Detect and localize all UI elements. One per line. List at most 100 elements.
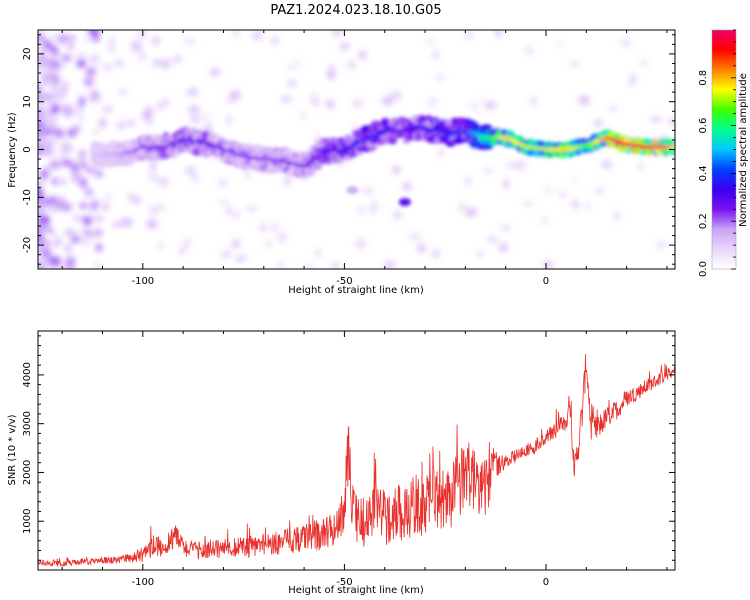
x-tick-label: 0	[543, 276, 549, 287]
spectrogram-speckle	[74, 215, 81, 222]
spectrogram-speckle	[668, 118, 675, 125]
spectrogram-speckle	[38, 149, 42, 157]
y-tick-label: 2000	[22, 460, 33, 485]
x-tick-label: 0	[543, 577, 549, 588]
spectrogram-speckle	[495, 30, 502, 37]
spectrogram-speckle	[127, 193, 134, 201]
spectrogram-speckle	[137, 30, 147, 39]
x-tick-label: -50	[336, 276, 352, 287]
spectrogram-speckle	[58, 195, 65, 204]
spectrogram-ridge-cell	[388, 133, 398, 140]
spectrogram-speckle	[337, 163, 345, 169]
spectrogram-speckle	[556, 40, 562, 46]
spectrogram-speckle	[64, 229, 77, 236]
spectrogram-speckle	[137, 51, 148, 61]
spectrogram-speckle	[80, 239, 91, 245]
spectrogram-speckle	[232, 212, 240, 217]
spectrogram-speckle	[358, 51, 368, 59]
spectrogram-speckle	[542, 261, 554, 269]
spectrogram-y-ticks: -20 -10 0 10 20	[22, 34, 675, 265]
spectrogram-speckle	[108, 44, 115, 52]
spectrogram-speckle	[110, 35, 115, 46]
spectrogram-speckle	[158, 177, 169, 187]
spectrogram-speckle	[38, 131, 45, 138]
spectrogram-speckle	[149, 173, 158, 181]
spectrogram-speckle	[38, 120, 44, 125]
spectrogram-speckle	[332, 262, 339, 269]
spectrogram-speckle	[38, 199, 43, 206]
spectrogram-speckle	[38, 178, 44, 189]
spectrogram-speckle	[141, 113, 153, 120]
spectrogram-speckle	[44, 80, 49, 86]
spectrogram-speckle	[180, 246, 185, 255]
colorbar-tick-label: 0.2	[698, 213, 709, 229]
spectrogram-speckle	[93, 262, 102, 268]
snr-series-line	[38, 354, 675, 568]
colorbar-ticks: 0.0 0.2 0.4 0.6 0.8	[698, 29, 736, 277]
spectrogram-speckle	[258, 223, 269, 232]
spectrogram-speckle	[283, 175, 292, 186]
spectrogram-speckle	[61, 149, 67, 160]
spectrogram-speckle	[38, 215, 50, 225]
spectrogram-speckle	[38, 263, 47, 269]
spectrogram-speckle	[329, 64, 335, 73]
spectrogram-speckle	[245, 206, 258, 211]
spectrogram-speckle	[61, 54, 72, 61]
spectrogram-speckle	[147, 118, 152, 127]
spectrogram-speckle	[87, 30, 100, 35]
spectrogram-speckle	[38, 33, 45, 39]
spectrogram-speckle	[43, 112, 50, 118]
spectrogram-speckle	[156, 102, 164, 111]
spectrogram-ridge-cell	[304, 167, 315, 176]
spectrogram-speckle	[92, 216, 105, 221]
spectrogram-speckle	[49, 161, 61, 169]
spectrogram-speckle	[417, 243, 425, 253]
spectrogram-speckle	[38, 232, 43, 242]
spectrogram-speckle	[74, 124, 80, 133]
spectrogram-speckle	[38, 93, 48, 98]
spectrogram-speckle	[60, 81, 69, 91]
spectrogram-speckle	[190, 115, 200, 124]
spectrogram-speckle	[52, 116, 57, 122]
spectrogram-speckle	[84, 36, 90, 42]
spectrogram-speckle	[347, 61, 356, 69]
colorbar-tick-label: 0.0	[698, 261, 709, 277]
spectrogram-speckle	[188, 105, 200, 114]
spectrogram-speckle	[43, 128, 53, 136]
spectrogram-speckle	[409, 234, 421, 240]
spectrogram-speckle	[610, 106, 616, 112]
spectrogram-speckle	[305, 264, 313, 269]
spectrogram-speckle	[48, 76, 54, 81]
spectrogram-speckle	[402, 182, 412, 191]
spectrogram-speckle	[148, 220, 155, 227]
spectrogram-speckle	[437, 74, 443, 80]
spectrogram-image	[38, 30, 675, 269]
snr-y-label: SNR (10 * v/v)	[7, 414, 18, 485]
spectrogram-speckle	[593, 120, 603, 127]
spectrogram-speckle	[102, 106, 114, 113]
spectrogram-speckle	[38, 83, 41, 92]
spectrogram-speckle	[638, 162, 644, 171]
spectrogram-speckle	[184, 166, 196, 175]
spectrogram-x-ticks: -100 -50 0	[61, 30, 668, 287]
colorbar: 0.0 0.2 0.4 0.6 0.8 Normalized spectral ampl…	[698, 29, 749, 277]
spectrogram-speckle	[38, 205, 45, 213]
spectrogram-speckle	[74, 172, 82, 181]
spectrogram-speckle	[39, 170, 48, 180]
spectrogram-speckle	[47, 204, 56, 214]
spectrogram-speckle	[271, 37, 279, 44]
spectrogram-speckle	[431, 250, 441, 258]
snr-frame	[37, 330, 676, 571]
spectrogram-speckle	[78, 150, 88, 158]
spectrogram-speckle	[85, 67, 97, 77]
spectrogram-speckle	[243, 173, 253, 178]
spectrogram-speckle	[362, 188, 375, 194]
spectrogram-speckle	[79, 96, 85, 106]
spectrogram-speckle	[51, 94, 63, 100]
spectrogram-speckle	[571, 199, 579, 210]
spectrogram-speckle	[90, 199, 99, 210]
spectrogram-speckle	[352, 98, 364, 108]
spectrogram-speckle	[477, 251, 483, 257]
spectrogram-speckle	[53, 48, 59, 57]
spectrogram-speckle	[465, 208, 477, 217]
